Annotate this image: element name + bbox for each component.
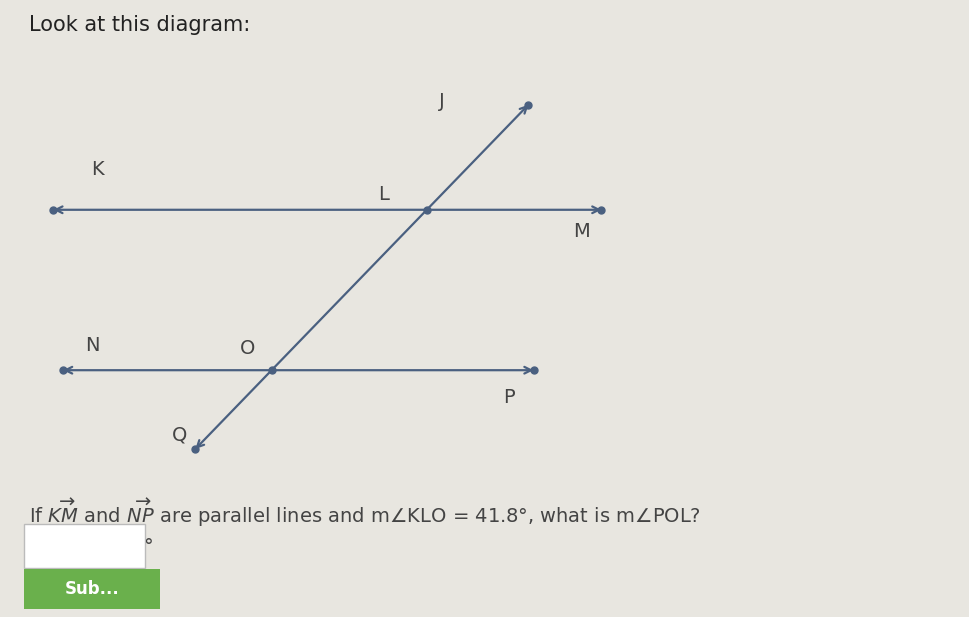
Text: If ̅K̅M̅ and ̅N̅P̅ are parallel lines and m∠KLO = 41.8°, what is m∠POL?: If ̅K̅M̅ and ̅N̅P̅ are parallel lines an… xyxy=(29,497,699,516)
Text: K: K xyxy=(90,160,104,179)
FancyBboxPatch shape xyxy=(24,524,145,568)
Text: °: ° xyxy=(143,537,153,555)
Text: Q: Q xyxy=(172,426,187,444)
Text: P: P xyxy=(503,389,515,407)
FancyBboxPatch shape xyxy=(19,481,698,555)
Text: L: L xyxy=(377,185,389,204)
FancyBboxPatch shape xyxy=(24,569,160,609)
Text: J: J xyxy=(438,93,444,111)
Text: Sub...: Sub... xyxy=(65,579,119,598)
Text: Look at this diagram:: Look at this diagram: xyxy=(29,15,250,35)
Text: O: O xyxy=(239,339,255,358)
Text: If $\overrightarrow{KM}$ and $\overrightarrow{NP}$ are parallel lines and m$\ang: If $\overrightarrow{KM}$ and $\overright… xyxy=(29,497,701,529)
Text: M: M xyxy=(573,222,590,241)
Text: N: N xyxy=(85,336,99,355)
